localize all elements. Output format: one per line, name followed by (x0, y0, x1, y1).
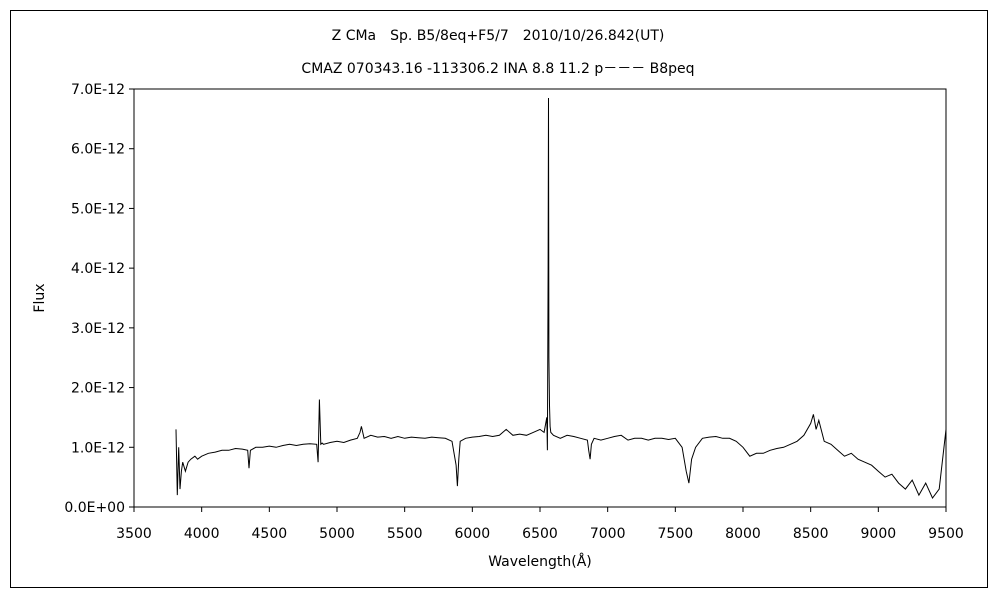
x-tick-label: 5000 (319, 526, 355, 542)
x-tick-label: 9500 (928, 526, 964, 542)
y-tick-label: 6.0E-12 (71, 142, 125, 158)
y-tick-label: 0.0E+00 (64, 500, 125, 516)
y-tick-label: 2.0E-12 (71, 381, 125, 397)
y-tick-label: 1.0E-12 (71, 440, 125, 456)
x-tick-label: 7000 (590, 526, 626, 542)
plot-area (133, 88, 947, 508)
x-tick-label: 4500 (252, 526, 288, 542)
x-tick-label: 9000 (861, 526, 897, 542)
x-tick-label: 6000 (455, 526, 491, 542)
y-axis-ticks: 0.0E+00 1.0E-12 2.0E-12 3.0E-12 4.0E-12 5.0E-… (64, 82, 134, 516)
chart-frame (10, 10, 988, 588)
y-tick-label: 5.0E-12 (71, 201, 125, 217)
x-axis-label: Wavelength(Å) (488, 553, 592, 570)
x-tick-label: 8000 (725, 526, 761, 542)
x-tick-label: 3500 (116, 526, 152, 542)
x-tick-label: 7500 (658, 526, 694, 542)
x-tick-label: 4000 (184, 526, 220, 542)
y-tick-label: 3.0E-12 (71, 321, 125, 337)
chart-subtitle: CMAZ 070343.16 -113306.2 INA 8.8 11.2 p－… (301, 61, 694, 77)
x-tick-label: 8500 (793, 526, 829, 542)
spectrum-line (175, 97, 947, 499)
chart-title: Z CMa Sp. B5/8eq+F5/7 2010/10/26.842(UT) (332, 28, 665, 44)
x-tick-label: 5500 (387, 526, 423, 542)
y-axis-label: Flux (32, 283, 48, 312)
x-axis-ticks: 3500 4000 4500 5000 5500 6000 6500 7000 7500 8000… (116, 507, 964, 542)
y-tick-label: 7.0E-12 (71, 82, 125, 98)
y-tick-label: 4.0E-12 (71, 261, 125, 277)
x-tick-label: 6500 (522, 526, 558, 542)
